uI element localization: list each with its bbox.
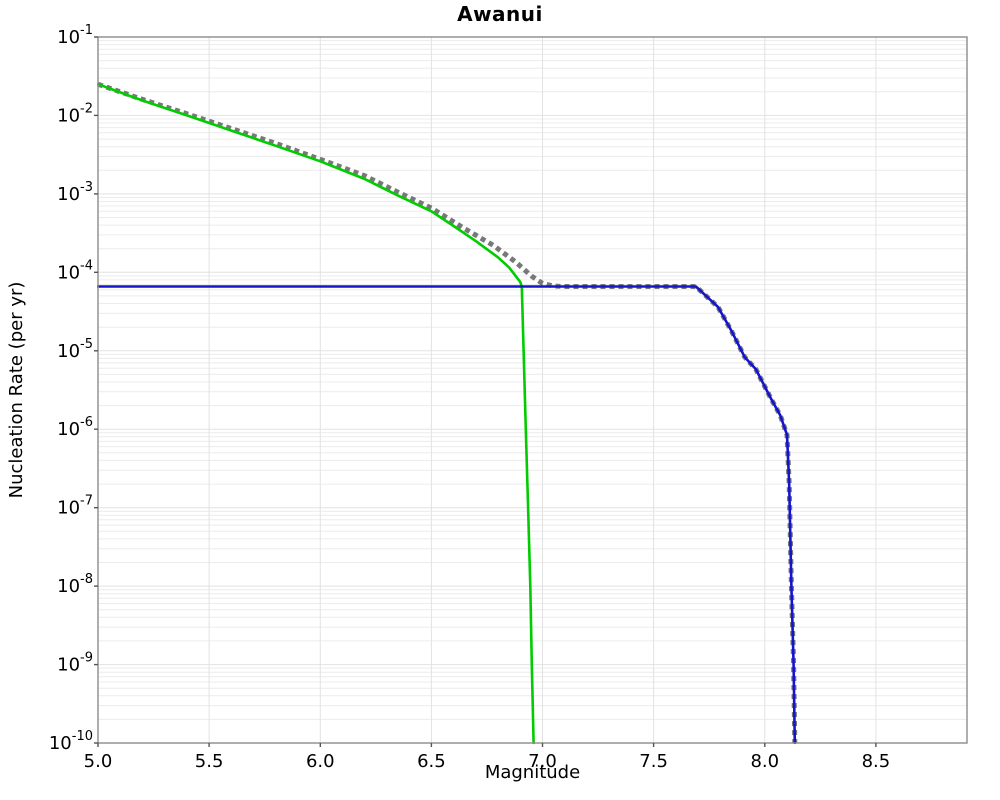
y-tick-label: 10-10 [49,729,93,754]
y-tick-label: 10-6 [57,415,93,440]
x-tick-label: 7.0 [528,751,557,772]
x-tick-label: 5.5 [195,751,224,772]
x-axis-title: Magnitude [484,762,581,783]
y-tick-label: 10-1 [57,23,93,48]
minor-gridlines [98,40,967,720]
x-tick-label: 8.0 [750,751,779,772]
blue-solid-curve [97,285,797,744]
x-tick-label: 8.5 [862,751,891,772]
y-tick-label: 10-4 [57,258,93,283]
major-v-gridlines [208,37,877,743]
y-tick-label: 10-5 [57,337,93,362]
y-tick-label: 10-3 [57,180,93,205]
plot-frame [97,36,968,744]
x-tick-labels: 5.0 5.5 6.0 6.5 7.0 7.5 8.0 8.5 [84,751,891,772]
x-tick-label: 6.5 [417,751,446,772]
y-tick-labels: 10-1 10-2 10-3 10-4 10-5 10-6 10-7 10-8 10-9 10-1… [49,23,93,754]
y-tick-label: 10-8 [57,572,93,597]
y-tick-label: 10-7 [57,494,93,519]
y-axis-title-text: Nucleation Rate (per yr) [6,281,27,499]
chart-title: Awanui [457,2,543,26]
y-tick-label: 10-2 [57,101,93,126]
axis-ticks [94,36,877,747]
y-tick-label: 10-9 [57,651,93,676]
gray-dotted-curve [97,81,798,744]
x-tick-label: 6.0 [306,751,335,772]
series-group [97,81,798,744]
x-tick-label: 7.5 [639,751,668,772]
plot-area-background [98,37,967,743]
green-solid-curve [97,82,535,744]
x-tick-label: 5.0 [84,751,113,772]
